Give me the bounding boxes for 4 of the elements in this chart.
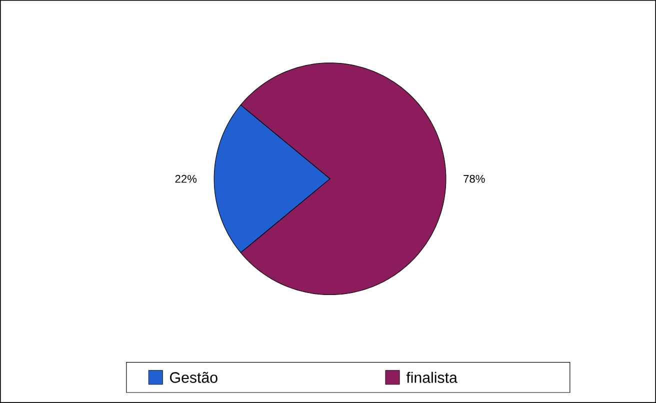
data-label: 78% [464,174,485,183]
data-label: 22% [175,174,197,183]
legend-label: Gestão [170,372,218,383]
legend-label: finalista [406,372,458,383]
